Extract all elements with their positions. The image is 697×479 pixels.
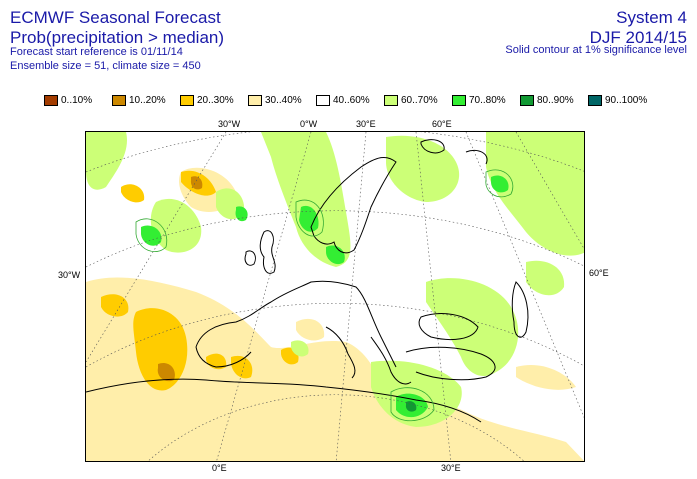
legend-label: 20..30% — [197, 94, 234, 106]
contour-note: Solid contour at 1% significance level — [505, 44, 687, 56]
forecast-start-reference: Forecast start reference is 01/11/14 — [10, 46, 183, 58]
shading-80-90 — [405, 401, 417, 412]
legend-item-30-40: 30..40% — [248, 93, 302, 107]
lon-label-left-30w: 30°W — [58, 270, 81, 280]
legend-label: 10..20% — [129, 94, 166, 106]
lon-label-top-60e: 60°E — [432, 119, 452, 129]
legend-item-10-20: 10..20% — [112, 93, 166, 107]
color-legend: 0..10% 10..20% 20..30% 30..40% 40..60% 6… — [44, 93, 664, 107]
shading-60-70 — [86, 132, 584, 427]
legend-label: 90..100% — [605, 94, 648, 106]
legend-swatch — [316, 94, 330, 106]
lon-label-top-0w: 0°W — [300, 119, 318, 129]
lon-label-top-30w: 30°W — [218, 119, 241, 129]
chart-subtitle: Prob(precipitation > median) — [10, 28, 225, 47]
legend-item-90-100: 90..100% — [588, 93, 647, 107]
legend-swatch — [452, 94, 466, 106]
legend-label: 0..10% — [61, 94, 93, 106]
legend-swatch — [588, 94, 602, 106]
legend-item-70-80: 70..80% — [452, 93, 506, 107]
legend-swatch — [248, 94, 262, 106]
lon-label-bottom-30e: 30°E — [441, 463, 461, 473]
lon-label-bottom-0e: 0°E — [212, 463, 227, 473]
coastlines — [86, 139, 529, 423]
system-label: System 4 — [616, 8, 687, 27]
legend-swatch — [180, 94, 194, 106]
season-label: DJF 2014/15 — [589, 28, 687, 47]
legend-label: 80..90% — [537, 94, 574, 106]
probability-map — [85, 131, 585, 462]
lon-label-top-30e: 30°E — [356, 119, 376, 129]
shading-10-20 — [157, 176, 203, 382]
legend-item-20-30: 20..30% — [180, 93, 234, 107]
legend-item-40-60: 40..60% — [316, 93, 370, 107]
legend-item-60-70: 60..70% — [384, 93, 438, 107]
legend-label: 70..80% — [469, 94, 506, 106]
ensemble-size: Ensemble size = 51, climate size = 450 — [10, 60, 201, 72]
legend-item-0-10: 0..10% — [44, 93, 92, 107]
legend-label: 60..70% — [401, 94, 438, 106]
legend-swatch — [44, 94, 58, 106]
legend-label: 40..60% — [333, 94, 370, 106]
shading-70-80 — [141, 175, 509, 418]
legend-swatch — [112, 94, 126, 106]
map-canvas — [86, 132, 584, 461]
chart-title: ECMWF Seasonal Forecast — [10, 8, 221, 27]
lon-label-right-60e: 60°E — [589, 268, 609, 278]
legend-swatch — [520, 94, 534, 106]
legend-swatch — [384, 94, 398, 106]
legend-label: 30..40% — [265, 94, 302, 106]
legend-item-80-90: 80..90% — [520, 93, 574, 107]
